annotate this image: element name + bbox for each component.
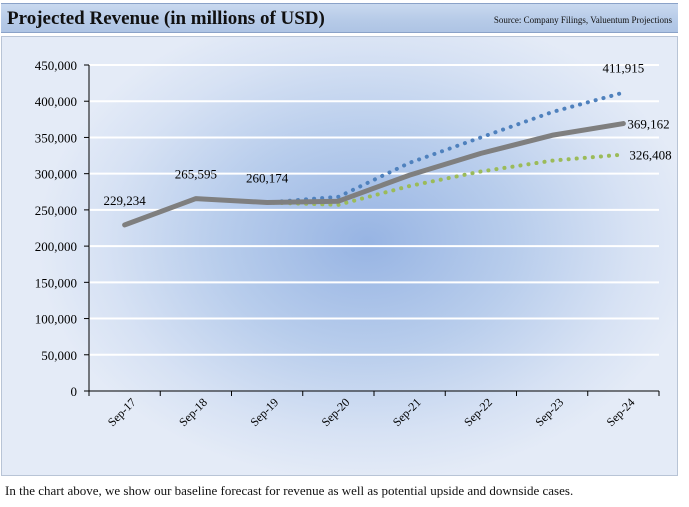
y-tick-label: 400,000 <box>35 94 77 109</box>
source-note: Source: Company Filings, Valuentum Proje… <box>493 15 672 25</box>
x-tick-label: Sep-18 <box>176 395 210 429</box>
data-label: 326,408 <box>629 148 671 163</box>
page-title: Projected Revenue (in millions of USD) <box>7 8 325 29</box>
chart-area: 0 50,000 100,000 150,000 200,000 250,000 300,0… <box>1 36 678 476</box>
y-tick-label: 450,000 <box>35 58 77 73</box>
data-label: 411,915 <box>602 61 644 76</box>
x-tick-label: Sep-21 <box>390 395 424 429</box>
chart-caption: In the chart above, we show our baseline… <box>5 483 574 498</box>
data-label: 369,162 <box>627 117 669 132</box>
series-upside-line <box>122 90 626 227</box>
data-label: 265,595 <box>175 167 217 182</box>
y-tick-label: 0 <box>71 384 78 399</box>
y-tick-label: 150,000 <box>35 275 77 290</box>
x-tick-label: Sep-20 <box>319 395 353 429</box>
revenue-line-chart: 0 50,000 100,000 150,000 200,000 250,000 300,0… <box>35 58 672 429</box>
y-tick-label: 200,000 <box>35 239 77 254</box>
y-tick-label: 50,000 <box>41 348 77 363</box>
x-tick-label: Sep-23 <box>532 395 566 429</box>
data-label: 260,174 <box>246 171 289 186</box>
header-bar: Projected Revenue (in millions of USD) S… <box>1 3 678 33</box>
x-tick-label: Sep-17 <box>105 395 139 429</box>
y-tick-label: 300,000 <box>35 167 77 182</box>
y-tick-label: 350,000 <box>35 130 77 145</box>
x-tick-label: Sep-19 <box>247 395 281 429</box>
x-tick-label: Sep-22 <box>461 395 495 429</box>
y-tick-label: 250,000 <box>35 203 77 218</box>
x-tick-label: Sep-24 <box>604 395 638 429</box>
series-base-line <box>122 121 626 228</box>
y-tick-label: 100,000 <box>35 312 77 327</box>
data-label: 229,234 <box>104 193 147 208</box>
